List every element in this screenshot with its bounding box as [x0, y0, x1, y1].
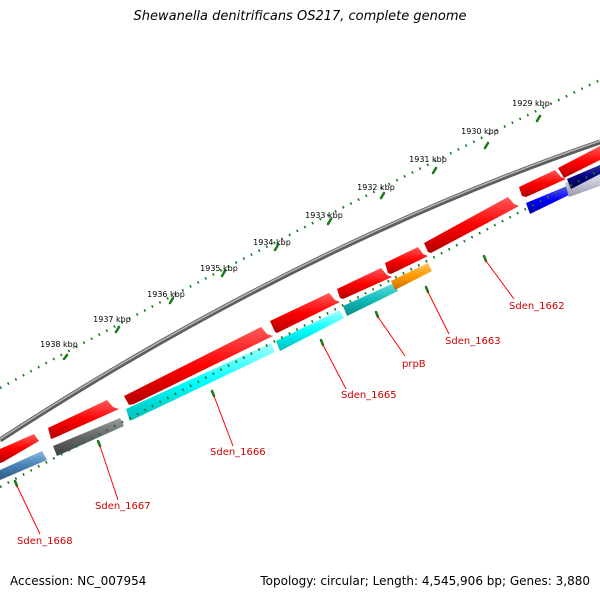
gene-block [276, 310, 344, 351]
ruler-tick [114, 325, 121, 334]
ruler-tick [431, 166, 438, 175]
leader-line [16, 485, 41, 535]
gene-block [526, 186, 571, 214]
gene-block [53, 418, 124, 456]
inner-tick [210, 389, 216, 398]
leader-line [322, 344, 347, 390]
gene-arrow [337, 268, 392, 299]
gene-block [343, 283, 398, 316]
gene-arrow [270, 293, 340, 333]
inner-tick [319, 338, 325, 347]
leader-line [99, 445, 119, 501]
leader-line [427, 291, 450, 335]
genome-summary: Topology: circular; Length: 4,545,906 bp… [260, 574, 590, 588]
gene-arrow [519, 170, 566, 197]
gene-label: Sden_1666 [210, 447, 266, 458]
gene-block [126, 343, 275, 421]
inner-tick [96, 439, 102, 448]
label-leaders [16, 260, 515, 535]
gene-block [567, 165, 600, 189]
accession-text: Accession: NC_007954 [10, 574, 147, 588]
gene-label: prpB [402, 359, 426, 370]
ruler-label: 1935 kbp [200, 264, 238, 273]
map-title: Shewanella denitrificans OS217, complete… [133, 9, 467, 24]
ruler-tick [273, 243, 280, 252]
forward-genes [0, 146, 600, 463]
inner-ruler [0, 168, 600, 489]
leader-line [377, 316, 406, 357]
leader-line [485, 260, 515, 300]
ruler-tick [535, 114, 542, 123]
inner-tick [13, 479, 19, 488]
ruler-label: 1934 kbp [253, 238, 291, 247]
outer-ruler-dots [0, 78, 600, 390]
genome-backbone [0, 139, 600, 443]
ruler-label: 1937 kbp [93, 315, 131, 324]
inner-tick [374, 310, 380, 319]
ruler-tick [326, 217, 333, 226]
gene-label: Sden_1663 [445, 336, 501, 347]
ruler-label: 1933 kbp [305, 211, 343, 220]
ruler-label: 1931 kbp [409, 155, 447, 164]
ruler-label: 1936 kbp [147, 290, 185, 299]
gene-arrow [558, 146, 600, 178]
gene-label: Sden_1662 [509, 301, 565, 312]
gene-arrow [424, 197, 519, 253]
ruler-tick [220, 269, 227, 278]
ruler-label: 1932 kbp [357, 183, 395, 192]
gene-block [391, 263, 432, 290]
gene-label: Sden_1665 [341, 390, 397, 401]
inner-tick [424, 285, 430, 294]
gene-label: Sden_1668 [17, 536, 73, 547]
gene-arrow [48, 400, 119, 439]
ruler-tick [168, 296, 175, 305]
ruler-label: 1930 kbp [461, 127, 499, 136]
ruler-tick [62, 353, 69, 361]
gene-label: Sden_1667 [95, 501, 151, 512]
gene-arrow [0, 434, 39, 463]
gene-arrow [124, 327, 273, 405]
gene-block [0, 451, 47, 480]
inner-tick [482, 254, 488, 263]
gene-arrow [385, 247, 428, 274]
ruler-label: 1929 kbp [512, 99, 550, 108]
outer-ruler [0, 78, 600, 390]
leader-line [213, 395, 234, 447]
inner-ruler-dots [0, 168, 600, 489]
ruler-label: 1938 kbp [40, 340, 78, 349]
ruler-tick [483, 141, 490, 150]
reverse-genes [0, 165, 600, 480]
ruler-tick [379, 191, 386, 200]
